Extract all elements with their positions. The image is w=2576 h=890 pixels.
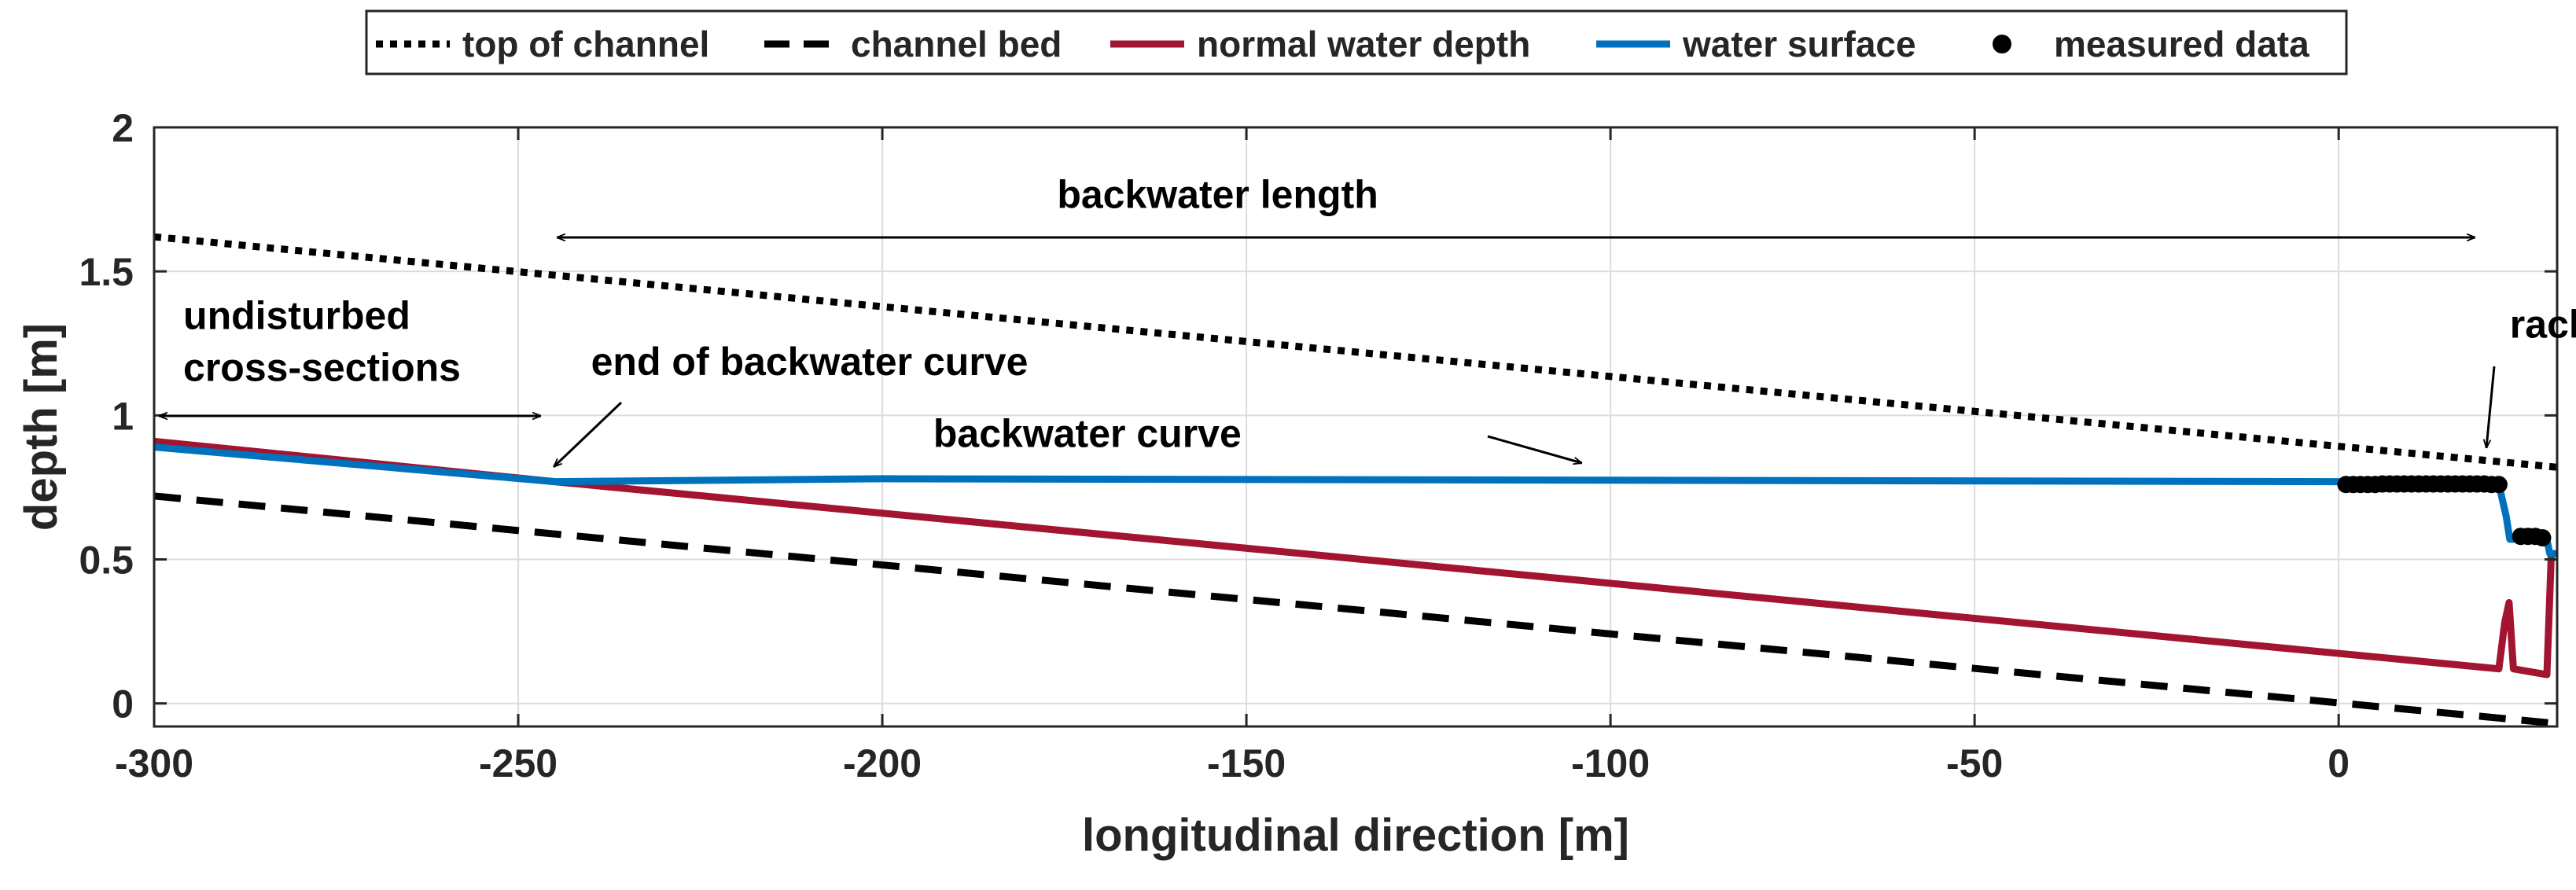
annotation-rack: rack <box>2510 302 2576 346</box>
legend-label-water-surface: water surface <box>1682 24 1916 64</box>
axes-frame <box>153 126 2559 728</box>
x-tick-label: -300 <box>115 741 193 785</box>
annotation-undisturbed: undisturbed <box>183 293 410 337</box>
y-tick-label: 2 <box>112 106 134 150</box>
legend-box <box>365 9 2348 75</box>
measured-data-point <box>2534 529 2552 547</box>
x-tick-label: -200 <box>843 741 922 785</box>
y-axis-label: depth [m] <box>16 323 67 531</box>
x-tick-label: 0 <box>2328 741 2350 785</box>
x-tick-label: -100 <box>1571 741 1650 785</box>
x-tick-label: -50 <box>1946 741 2003 785</box>
legend-label-measured-data: measured data <box>2054 24 2309 64</box>
grid <box>154 127 2557 726</box>
annotation-end-of-backwater-curve: end of backwater curve <box>591 340 1029 384</box>
x-tick-label: -150 <box>1207 741 1286 785</box>
series-line-top-of-channel <box>154 233 2557 471</box>
backwater-curve-arrow <box>1487 435 1582 463</box>
x-axis-label: longitudinal direction [m] <box>1082 810 1629 861</box>
end-of-backwater-curve-arrow <box>554 401 623 467</box>
y-tick-label: 1 <box>112 394 134 438</box>
annotation-cross-sections: cross-sections <box>183 345 461 389</box>
y-tick-label: 0 <box>112 682 134 726</box>
annotation-backwater-length: backwater length <box>1057 173 1378 217</box>
legend-label-top-of-channel: top of channel <box>462 24 709 64</box>
legend-label-channel-bed: channel bed <box>851 24 1062 64</box>
series-line-normal-water-depth <box>154 437 2557 679</box>
y-tick-label: 0.5 <box>79 539 134 583</box>
rack-arrow <box>2486 366 2496 448</box>
measured-data-point <box>2490 476 2508 494</box>
legend-label-normal-water-depth: normal water depth <box>1197 24 1530 64</box>
axes-box <box>153 126 2559 728</box>
y-tick-label: 1.5 <box>79 250 134 294</box>
legend-swatch-measured-data <box>1993 35 2011 53</box>
series-line-channel-bed <box>154 492 2557 726</box>
annotation-backwater-curve: backwater curve <box>933 412 1242 456</box>
ticks: -300 -250 -200 -150 -100 -50 0 0 0.5 1 1.5 2 <box>79 106 2557 785</box>
legend: top of channel channel bed normal water … <box>365 9 2348 75</box>
x-tick-label: -250 <box>479 741 558 785</box>
series-layer <box>154 233 2557 726</box>
annotations: backwater length undisturbed cross-secti… <box>159 173 2576 467</box>
